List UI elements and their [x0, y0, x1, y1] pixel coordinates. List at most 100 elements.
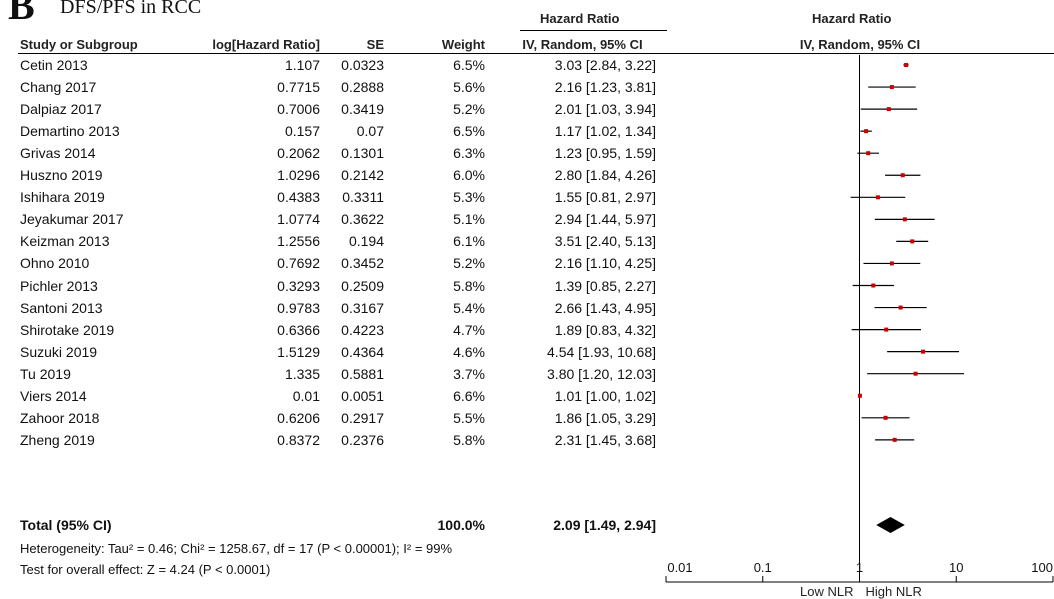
ci-value: 1.39 [0.85, 2.27]	[554, 277, 656, 294]
header-rule-table	[18, 53, 670, 54]
group-header-underline	[520, 30, 667, 31]
se-value: 0.2509	[341, 277, 384, 294]
point-estimate	[900, 173, 905, 178]
point-estimate	[864, 129, 869, 134]
study-name: Suzuki 2019	[20, 343, 98, 360]
ci-value: 1.23 [0.95, 1.59]	[554, 145, 656, 162]
se-value: 0.5881	[341, 365, 384, 382]
log-hr-value: 0.9783	[277, 299, 320, 316]
weight-value: 6.3%	[453, 145, 485, 162]
study-name: Jeyakumar 2017	[20, 211, 124, 228]
log-hr-value: 0.2062	[277, 145, 320, 162]
point-estimate	[904, 63, 909, 67]
study-name: Huszno 2019	[20, 167, 103, 184]
total-weight: 100.0%	[437, 517, 485, 533]
point-estimate	[910, 239, 915, 244]
total-ci: 2.09 [1.49, 2.94]	[553, 517, 656, 533]
ci-value: 2.66 [1.43, 4.95]	[554, 299, 656, 316]
axis-label-high: High NLR	[866, 584, 922, 599]
study-name: Grivas 2014	[20, 145, 96, 162]
ci-value: 2.80 [1.84, 4.26]	[554, 167, 656, 184]
study-name: Shirotake 2019	[20, 321, 115, 338]
se-value: 0.3419	[341, 101, 384, 118]
weight-value: 4.7%	[453, 321, 485, 338]
x-tick-label: 10	[949, 560, 963, 575]
ci-value: 1.17 [1.02, 1.34]	[554, 123, 656, 140]
ci-value: 4.54 [1.93, 10.68]	[547, 343, 656, 360]
pooled-diamond	[876, 517, 905, 533]
log-hr-value: 0.7006	[277, 101, 320, 118]
study-name: Tu 2019	[20, 365, 71, 382]
ci-value: 1.86 [1.05, 3.29]	[554, 409, 656, 426]
weight-value: 5.1%	[453, 211, 485, 228]
study-name: Ishihara 2019	[20, 189, 105, 206]
se-value: 0.4223	[341, 321, 384, 338]
se-value: 0.1301	[341, 145, 384, 162]
weight-value: 6.1%	[453, 233, 485, 250]
point-estimate	[892, 437, 897, 442]
point-estimate	[884, 327, 889, 332]
point-estimate	[857, 393, 862, 398]
point-estimate	[913, 371, 918, 376]
se-value: 0.0323	[341, 57, 384, 73]
study-name: Chang 2017	[20, 79, 97, 96]
x-tick-label: 0.1	[754, 560, 772, 575]
col-header-plot-ci: IV, Random, 95% CI	[799, 37, 921, 52]
se-value: 0.194	[348, 233, 384, 250]
col-header-se: SE	[366, 37, 384, 52]
weight-value: 5.2%	[453, 101, 485, 118]
study-name: Santoni 2013	[20, 299, 103, 316]
point-estimate	[886, 107, 891, 112]
ci-value: 2.31 [1.45, 3.68]	[554, 431, 656, 448]
ci-value: 3.80 [1.20, 12.03]	[547, 365, 656, 382]
x-tick-label: 0.01	[667, 560, 692, 575]
point-estimate	[883, 415, 888, 420]
point-estimate	[871, 283, 876, 288]
col-header-study: Study or Subgroup	[20, 37, 138, 52]
weight-value: 6.6%	[453, 387, 485, 404]
study-name: Zheng 2019	[20, 431, 95, 448]
study-name: Viers 2014	[20, 387, 87, 404]
study-name: Zahoor 2018	[20, 409, 100, 426]
log-hr-value: 1.5129	[277, 343, 320, 360]
col-header-ci: IV, Random, 95% CI	[522, 37, 643, 52]
point-estimate	[889, 85, 894, 90]
x-tick-label: 1	[856, 560, 863, 575]
group-header-plot: Hazard Ratio	[812, 11, 892, 26]
figure-title: DFS/PFS in RCC	[60, 0, 202, 18]
log-hr-value: 0.4383	[277, 189, 320, 206]
log-hr-value: 1.335	[284, 365, 320, 382]
study-name: Demartino 2013	[20, 123, 120, 140]
total-label: Total (95% CI)	[20, 517, 112, 533]
ci-value: 3.03 [2.84, 3.22]	[554, 57, 656, 73]
point-estimate	[921, 349, 926, 354]
log-hr-value: 0.6206	[277, 409, 320, 426]
point-estimate	[898, 305, 903, 310]
study-name: Pichler 2013	[20, 277, 98, 294]
weight-value: 5.8%	[453, 431, 485, 448]
se-value: 0.4364	[341, 343, 384, 360]
panel-letter: B	[8, 0, 35, 28]
se-value: 0.2142	[341, 167, 384, 184]
group-header-ci: Hazard Ratio	[540, 11, 620, 26]
study-name: Dalpiaz 2017	[20, 101, 102, 118]
study-name: Keizman 2013	[20, 233, 110, 250]
x-tick-label: 100	[1031, 560, 1053, 575]
ci-value: 2.16 [1.23, 3.81]	[554, 79, 656, 96]
se-value: 0.2376	[341, 431, 384, 448]
ci-value: 2.94 [1.44, 5.97]	[554, 211, 656, 228]
weight-value: 4.6%	[453, 343, 485, 360]
ci-value: 2.16 [1.10, 4.25]	[554, 255, 656, 272]
log-hr-value: 0.01	[292, 387, 320, 404]
log-hr-value: 1.2556	[277, 233, 320, 250]
ci-value: 1.55 [0.81, 2.97]	[554, 189, 656, 206]
se-value: 0.07	[356, 123, 384, 140]
col-header-loghr: log[Hazard Ratio]	[212, 37, 320, 52]
log-hr-value: 1.0296	[277, 167, 320, 184]
weight-value: 6.5%	[453, 123, 485, 140]
log-hr-value: 1.0774	[277, 211, 320, 228]
se-value: 0.3622	[341, 211, 384, 228]
weight-value: 6.5%	[453, 57, 485, 73]
weight-value: 5.3%	[453, 189, 485, 206]
